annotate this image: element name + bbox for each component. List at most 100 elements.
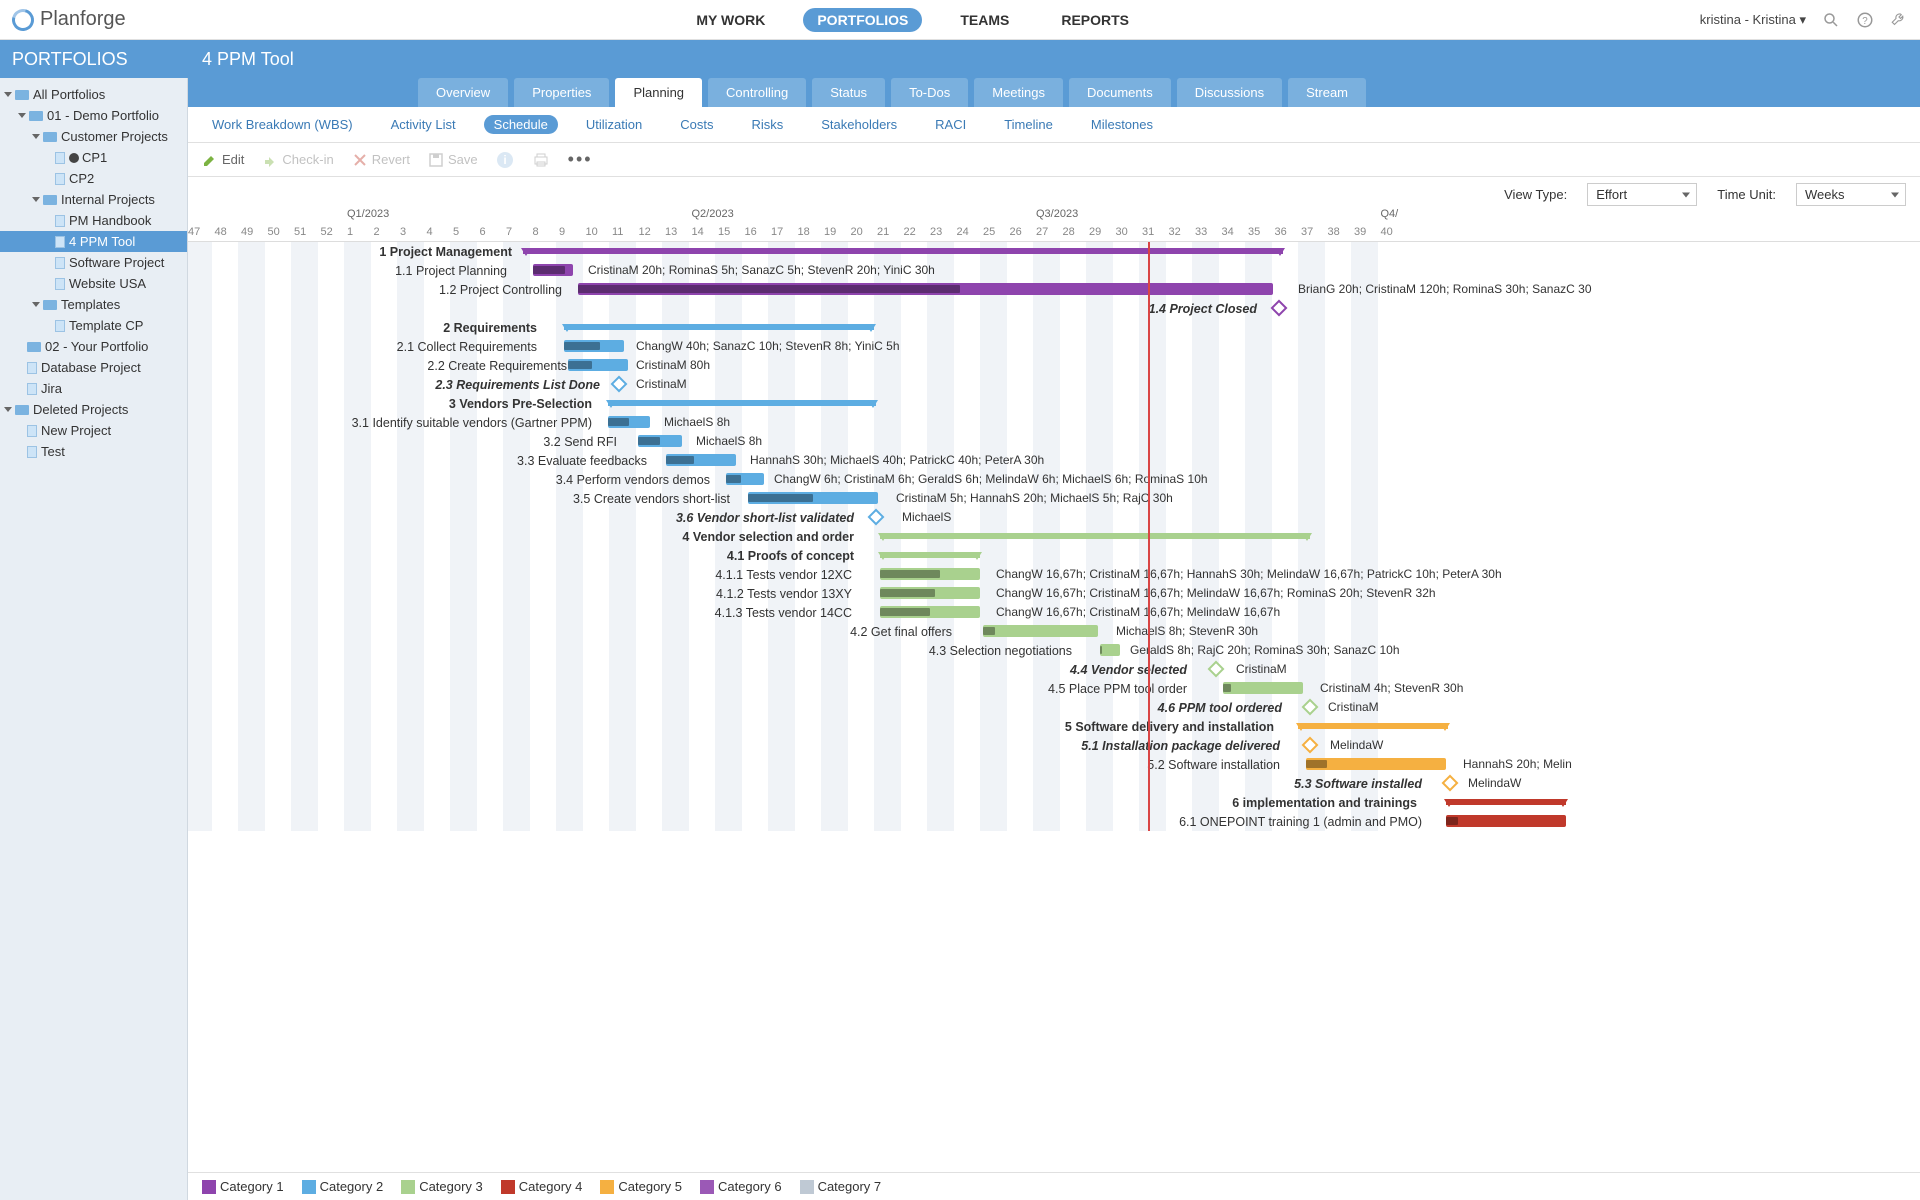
milestone-icon[interactable] xyxy=(611,376,628,393)
tab-stream[interactable]: Stream xyxy=(1288,78,1366,107)
tree-item[interactable]: Templates xyxy=(0,294,187,315)
info-icon[interactable]: i xyxy=(496,151,514,169)
tree-item[interactable]: Internal Projects xyxy=(0,189,187,210)
gantt-row[interactable]: 3.5 Create vendors short-listCristinaM 5… xyxy=(188,489,1920,508)
gantt-row[interactable]: 5 Software delivery and installation xyxy=(188,717,1920,736)
subtab-milestones[interactable]: Milestones xyxy=(1081,115,1163,134)
more-icon[interactable]: ••• xyxy=(568,149,593,170)
summary-bar[interactable] xyxy=(880,552,980,558)
task-bar[interactable] xyxy=(564,340,624,352)
gantt-row[interactable]: 5.2 Software installationHannahS 20h; Me… xyxy=(188,755,1920,774)
summary-bar[interactable] xyxy=(880,533,1310,539)
tab-status[interactable]: Status xyxy=(812,78,885,107)
gantt-row[interactable]: 5.1 Installation package deliveredMelind… xyxy=(188,736,1920,755)
milestone-icon[interactable] xyxy=(1302,737,1319,754)
task-bar[interactable] xyxy=(880,606,980,618)
task-bar[interactable] xyxy=(578,283,1273,295)
tab-documents[interactable]: Documents xyxy=(1069,78,1171,107)
gantt-row[interactable]: 1 Project Management xyxy=(188,242,1920,261)
tab-properties[interactable]: Properties xyxy=(514,78,609,107)
gantt-row[interactable]: 3.3 Evaluate feedbacksHannahS 30h; Micha… xyxy=(188,451,1920,470)
tree-item[interactable]: PM Handbook xyxy=(0,210,187,231)
gantt-row[interactable]: 4.1.2 Tests vendor 13XYChangW 16,67h; Cr… xyxy=(188,584,1920,603)
task-bar[interactable] xyxy=(1100,644,1120,656)
task-bar[interactable] xyxy=(1223,682,1303,694)
gantt-row[interactable]: 2.3 Requirements List DoneCristinaM xyxy=(188,375,1920,394)
summary-bar[interactable] xyxy=(1298,723,1448,729)
milestone-icon[interactable] xyxy=(868,509,885,526)
task-bar[interactable] xyxy=(726,473,764,485)
gantt-row[interactable]: 4.4 Vendor selectedCristinaM xyxy=(188,660,1920,679)
tab-to-dos[interactable]: To-Dos xyxy=(891,78,968,107)
help-icon[interactable]: ? xyxy=(1856,11,1874,29)
subtab-stakeholders[interactable]: Stakeholders xyxy=(811,115,907,134)
gantt-row[interactable]: 6.1 ONEPOINT training 1 (admin and PMO) xyxy=(188,812,1920,831)
gantt-row[interactable]: 4.1.1 Tests vendor 12XCChangW 16,67h; Cr… xyxy=(188,565,1920,584)
subtab-schedule[interactable]: Schedule xyxy=(484,115,558,134)
subtab-risks[interactable]: Risks xyxy=(741,115,793,134)
print-icon[interactable] xyxy=(532,151,550,169)
gantt-row[interactable]: 2.2 Create Requirements ListCristinaM 80… xyxy=(188,356,1920,375)
tree-item[interactable]: New Project xyxy=(0,420,187,441)
checkin-button[interactable]: Check-in xyxy=(262,152,333,168)
tree-item[interactable]: Database Project xyxy=(0,357,187,378)
tree-item[interactable]: Test xyxy=(0,441,187,462)
tree-item[interactable]: Software Project xyxy=(0,252,187,273)
view-type-select[interactable]: Effort xyxy=(1587,183,1697,206)
tab-meetings[interactable]: Meetings xyxy=(974,78,1063,107)
subtab-activity-list[interactable]: Activity List xyxy=(381,115,466,134)
tree-item[interactable]: All Portfolios xyxy=(0,84,187,105)
subtab-raci[interactable]: RACI xyxy=(925,115,976,134)
gantt-row[interactable]: 4.1.3 Tests vendor 14CCChangW 16,67h; Cr… xyxy=(188,603,1920,622)
milestone-icon[interactable] xyxy=(1442,775,1459,792)
gantt-row[interactable]: 1.1 Project PlanningCristinaM 20h; Romin… xyxy=(188,261,1920,280)
gantt-row[interactable]: 3.6 Vendor short-list validatedMichaelS xyxy=(188,508,1920,527)
nav-portfolios[interactable]: PORTFOLIOS xyxy=(803,8,922,32)
summary-bar[interactable] xyxy=(523,248,1283,254)
gantt-row[interactable]: 3 Vendors Pre-Selection xyxy=(188,394,1920,413)
task-bar[interactable] xyxy=(533,264,573,276)
gantt-row[interactable]: 5.3 Software installedMelindaW xyxy=(188,774,1920,793)
milestone-icon[interactable] xyxy=(1302,699,1319,716)
edit-button[interactable]: Edit xyxy=(202,152,244,168)
task-bar[interactable] xyxy=(608,416,650,428)
gantt-chart[interactable]: Q1/2023Q2/2023Q3/2023Q4/4748495051521234… xyxy=(188,208,1920,1172)
gantt-row[interactable]: 1.4 Project Closed xyxy=(188,299,1920,318)
task-bar[interactable] xyxy=(983,625,1098,637)
task-bar[interactable] xyxy=(666,454,736,466)
tab-controlling[interactable]: Controlling xyxy=(708,78,806,107)
gantt-row[interactable]: 4.6 PPM tool orderedCristinaM xyxy=(188,698,1920,717)
task-bar[interactable] xyxy=(638,435,682,447)
summary-bar[interactable] xyxy=(1446,799,1566,805)
task-bar[interactable] xyxy=(748,492,878,504)
gantt-row[interactable]: 2 Requirements xyxy=(188,318,1920,337)
summary-bar[interactable] xyxy=(608,400,876,406)
milestone-icon[interactable] xyxy=(1271,300,1288,317)
tree-item[interactable]: 02 - Your Portfolio xyxy=(0,336,187,357)
tools-icon[interactable] xyxy=(1890,11,1908,29)
tree-item[interactable]: Deleted Projects xyxy=(0,399,187,420)
subtab-work-breakdown-wbs-[interactable]: Work Breakdown (WBS) xyxy=(202,115,363,134)
tree-item[interactable]: 01 - Demo Portfolio xyxy=(0,105,187,126)
tree-item[interactable]: CP2 xyxy=(0,168,187,189)
tab-planning[interactable]: Planning xyxy=(615,78,702,107)
gantt-row[interactable]: 1.2 Project ControllingBrianG 20h; Crist… xyxy=(188,280,1920,299)
gantt-row[interactable]: 3.2 Send RFIMichaelS 8h xyxy=(188,432,1920,451)
task-bar[interactable] xyxy=(1446,815,1566,827)
save-button[interactable]: Save xyxy=(428,152,478,168)
nav-reports[interactable]: REPORTS xyxy=(1047,8,1143,32)
subtab-utilization[interactable]: Utilization xyxy=(576,115,652,134)
nav-my-work[interactable]: MY WORK xyxy=(682,8,779,32)
task-bar[interactable] xyxy=(880,587,980,599)
time-unit-select[interactable]: Weeks xyxy=(1796,183,1906,206)
subtab-timeline[interactable]: Timeline xyxy=(994,115,1063,134)
search-icon[interactable] xyxy=(1822,11,1840,29)
task-bar[interactable] xyxy=(568,359,628,371)
tree-item[interactable]: Jira xyxy=(0,378,187,399)
task-bar[interactable] xyxy=(1306,758,1446,770)
tree-item[interactable]: Customer Projects xyxy=(0,126,187,147)
gantt-row[interactable]: 4 Vendor selection and order xyxy=(188,527,1920,546)
gantt-row[interactable]: 4.3 Selection negotiationsGeraldS 8h; Ra… xyxy=(188,641,1920,660)
user-menu[interactable]: kristina - Kristina ▾ xyxy=(1700,12,1806,28)
task-bar[interactable] xyxy=(880,568,980,580)
